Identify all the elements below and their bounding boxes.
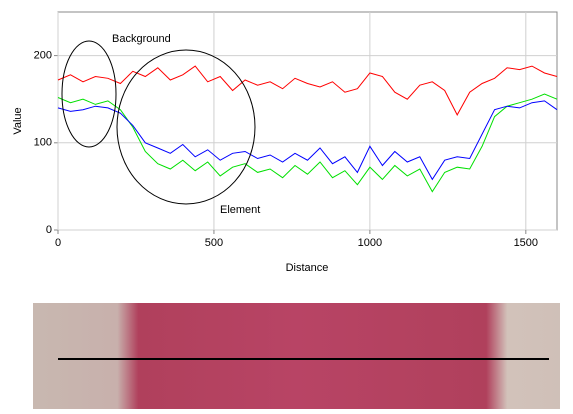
x-tick-label: 500: [205, 237, 223, 249]
plot-area: [57, 11, 558, 231]
annotation: Element: [220, 204, 260, 216]
background-ellipse: [61, 40, 117, 148]
y-tick-label: 200: [34, 50, 52, 62]
series-line: [57, 100, 558, 181]
y-axis-label: Value: [12, 107, 24, 134]
annotation: Background: [112, 33, 171, 45]
series-line: [57, 65, 558, 116]
x-tick-label: 1500: [514, 237, 538, 249]
photo: [33, 303, 560, 409]
element-ellipse: [116, 49, 256, 205]
x-axis-label: Distance: [286, 262, 329, 274]
y-tick-label: 0: [46, 224, 52, 236]
x-tick-label: 1000: [358, 237, 382, 249]
series-line: [57, 93, 558, 193]
lines: [57, 65, 558, 193]
x-tick-label: 0: [55, 237, 61, 249]
y-tick-label: 100: [34, 137, 52, 149]
